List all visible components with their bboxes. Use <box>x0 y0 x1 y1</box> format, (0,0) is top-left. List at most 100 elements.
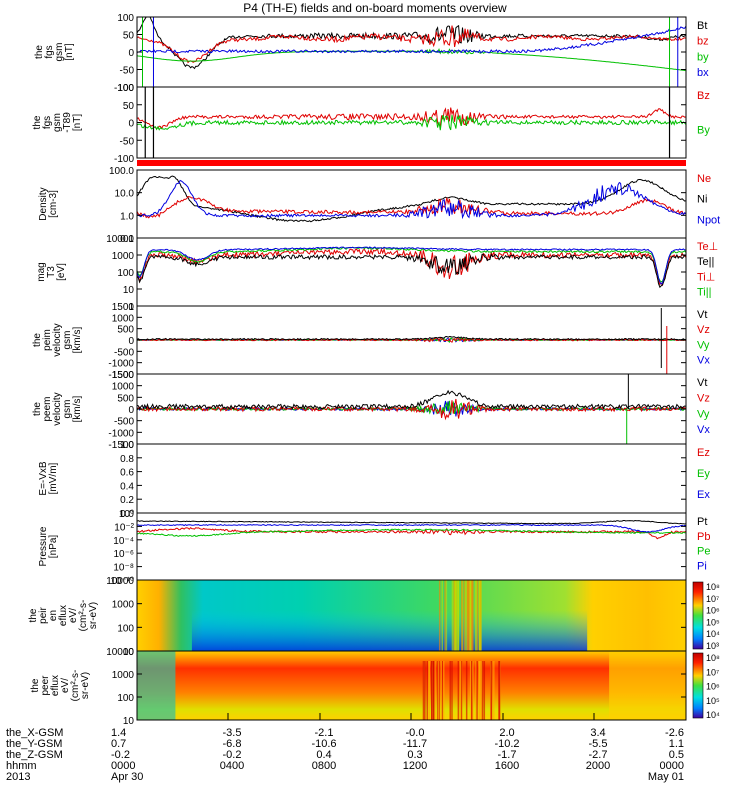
colorbar-label: 10⁷ <box>706 594 719 604</box>
ion-spectrogram-streak <box>466 580 469 651</box>
legend-bz: bz <box>697 36 709 48</box>
electron-spectrogram-streak <box>481 661 484 720</box>
colorbar-label: 10⁴ <box>706 710 720 720</box>
y-axis-label: velocity <box>52 323 63 356</box>
x-axis-value: 1600 <box>495 760 519 772</box>
x-axis-row-label: 2013 <box>6 771 30 783</box>
legend-bt: Bt <box>697 20 707 32</box>
electron-spectrogram-streak <box>483 661 486 720</box>
x-axis-value: -10.6 <box>311 738 336 750</box>
x-axis-value: 3.4 <box>590 727 605 739</box>
legend-ex: Ex <box>697 489 710 501</box>
x-axis-value: 0.3 <box>407 749 422 761</box>
electron-spectrogram-streak <box>432 661 435 720</box>
ion-spectrogram-streak <box>454 580 457 651</box>
peem-vt-line <box>136 389 687 410</box>
electron-spectrogram-streak <box>442 661 445 720</box>
ion-spectrogram-streak <box>472 580 474 651</box>
x-axis-value: 1.4 <box>111 727 126 739</box>
y-tick-label: 10⁻² <box>114 522 134 533</box>
colorbar-label: 10⁶ <box>706 606 720 616</box>
y-tick-label: 10⁻¹⁰ <box>110 576 134 587</box>
legend-pb: Pb <box>697 531 710 543</box>
legend-bx: bx <box>697 67 709 79</box>
ion-spectrogram-streak <box>445 580 448 651</box>
density-ni-line <box>136 175 687 223</box>
y-axis-label: Pressure <box>38 526 49 566</box>
x-axis-value: 2.0 <box>499 727 514 739</box>
y-axis-label: -T89 <box>62 112 73 133</box>
y-axis-label: [eV] <box>56 263 67 281</box>
y-tick-label: 1500 <box>112 370 135 381</box>
x-axis-value: 1200 <box>403 760 427 772</box>
peem-vy-line <box>136 400 687 415</box>
fgl-bz-line <box>136 107 687 130</box>
x-axis-row-label: the_X-GSM <box>6 727 63 739</box>
y-tick-label: 0.6 <box>120 468 134 479</box>
electron-spectrogram-streak <box>437 661 440 720</box>
ion-spectrogram-low <box>191 610 588 651</box>
y-tick-label: 0.2 <box>120 495 134 506</box>
y-axis-label: E=-VxB <box>38 461 49 496</box>
y-axis-label: eV/ <box>60 678 71 693</box>
y-axis-label: fgs <box>44 45 55 58</box>
y-axis-label: [mV/m] <box>48 462 59 494</box>
x-axis-value: -1.7 <box>498 749 517 761</box>
x-axis-value: -3.5 <box>223 727 242 739</box>
x-axis-value: 0000 <box>660 760 684 772</box>
y-tick-label: -100 <box>114 154 134 165</box>
ion-spectrogram-streak <box>441 580 444 651</box>
legend-vt: Vt <box>697 309 707 321</box>
colorbar-label: 10⁶ <box>706 682 720 692</box>
ion-spectrogram-streak <box>465 580 468 651</box>
ion-spectrogram-streak <box>453 580 455 651</box>
electron-spectrogram-streak <box>493 661 495 720</box>
y-axis-label: the <box>30 678 41 692</box>
legend-pe: Pe <box>697 546 710 558</box>
ion-spectrogram-streak <box>463 580 466 651</box>
y-axis-label: peem <box>42 396 53 421</box>
electron-spectrogram-streak <box>478 661 480 720</box>
y-axis-label: the <box>32 115 43 129</box>
x-axis-value: -6.8 <box>223 738 242 750</box>
y-tick-label: 0 <box>128 405 134 416</box>
colorbar-label: 10⁷ <box>706 667 719 677</box>
y-axis-label: peer <box>40 675 51 696</box>
x-axis-value: 0800 <box>312 760 336 772</box>
colorbar-label: 10⁸ <box>706 653 720 663</box>
pressure-pe-line <box>136 528 687 537</box>
legend-ni: Ni <box>697 194 707 206</box>
electron-spectrogram-bg <box>137 651 686 720</box>
x-axis-value: Apr 30 <box>111 771 143 783</box>
x-axis-value: -0.0 <box>406 727 425 739</box>
legend-te⊥: Te⊥ <box>697 241 718 253</box>
y-tick-label: 50 <box>123 101 135 112</box>
colorbar-label: 10⁵ <box>706 696 720 706</box>
y-tick-label: 10.0 <box>115 189 135 200</box>
y-tick-label: 10⁻⁶ <box>113 549 134 560</box>
plot-title: P4 (TH-E) fields and on-board moments ov… <box>243 1 507 15</box>
electron-spectrogram-streak <box>457 661 460 720</box>
legend-ez: Ez <box>697 447 710 459</box>
y-tick-label: 0 <box>128 48 134 59</box>
legend-vz: Vz <box>697 393 710 405</box>
ion-spectrogram-streak <box>438 580 441 651</box>
y-axis-label: eflux <box>58 605 69 626</box>
x-axis-row-label: hhmm <box>6 760 37 772</box>
y-tick-label: 1.0 <box>120 440 134 451</box>
peim-vt-line <box>136 335 687 341</box>
y-tick-label: 1000 <box>112 251 135 262</box>
colorbar-label: 10⁵ <box>706 617 720 627</box>
legend-vy: Vy <box>697 408 710 420</box>
y-axis-label: [km/s] <box>72 395 83 422</box>
ion-spectrogram-streak <box>464 580 467 651</box>
y-axis-label: the <box>28 608 39 622</box>
electron-spectrogram-streak <box>465 661 468 720</box>
colorbar-label: 10⁸ <box>706 582 720 592</box>
y-axis-label: the <box>32 402 43 416</box>
y-tick-label: 10⁻⁸ <box>113 563 134 574</box>
y-tick-label: 0.0 <box>120 509 134 520</box>
ion-spectrogram-streak <box>475 580 478 651</box>
electron-spectrogram-streak <box>498 661 500 720</box>
x-axis-value: -2.6 <box>665 727 684 739</box>
